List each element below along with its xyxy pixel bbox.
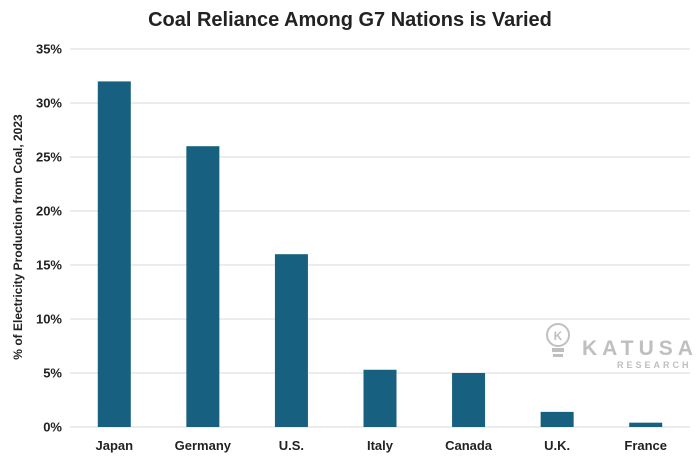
x-tick-label: France <box>624 438 667 453</box>
chart-title: Coal Reliance Among G7 Nations is Varied <box>148 9 552 31</box>
bar-japan <box>97 81 131 428</box>
y-tick-label: 35% <box>36 42 62 57</box>
y-tick-label: 10% <box>36 312 62 327</box>
x-tick-label: Canada <box>445 438 493 453</box>
gridlines <box>70 48 690 428</box>
x-tick-label: U.S. <box>279 438 304 453</box>
watermark-name: KATUSA <box>582 337 698 360</box>
x-tick-label: Germany <box>175 438 232 453</box>
y-tick-label: 5% <box>43 366 62 381</box>
x-tick-label: U.K. <box>544 438 570 453</box>
watermark-subtitle: RESEARCH <box>617 360 692 370</box>
y-tick-label: 25% <box>36 150 62 165</box>
x-tick-label: Italy <box>367 438 394 453</box>
bar-u-s <box>274 254 308 427</box>
bar-italy <box>363 369 397 427</box>
bar-u-k <box>540 411 574 427</box>
y-axis-ticks: 0% 5% 10% 15% 20% 25% 30% 35% <box>36 42 62 435</box>
y-tick-label: 15% <box>36 258 62 273</box>
x-tick-label: Japan <box>95 438 133 453</box>
bar-france <box>629 422 663 427</box>
lightbulb-k-icon: K <box>546 323 570 357</box>
katusa-watermark: K KATUSA RESEARCH <box>546 323 698 370</box>
bars <box>97 81 663 428</box>
y-tick-label: 30% <box>36 96 62 111</box>
bar-germany <box>186 146 220 427</box>
svg-text:K: K <box>554 329 563 343</box>
x-axis-ticks: Japan Germany U.S. Italy Canada U.K. France <box>95 438 667 453</box>
y-tick-label: 20% <box>36 204 62 219</box>
y-tick-label: 0% <box>43 420 62 435</box>
y-axis-label: % of Electricity Production from Coal, 2… <box>11 114 25 360</box>
bar-canada <box>452 373 486 427</box>
